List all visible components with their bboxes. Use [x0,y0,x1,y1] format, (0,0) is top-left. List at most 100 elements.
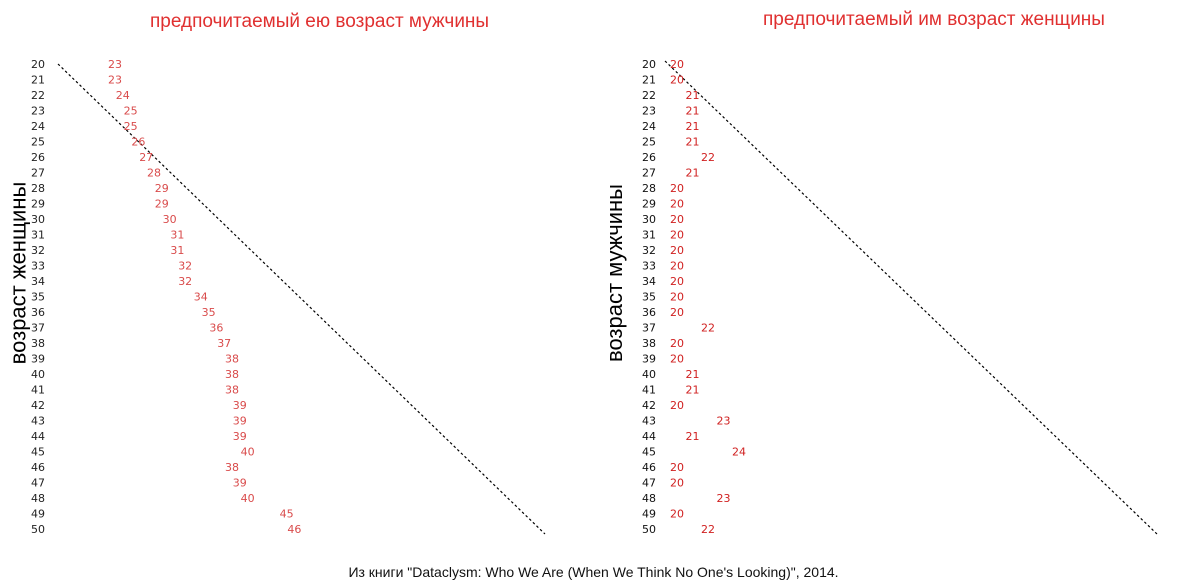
data-point-label: 21 [686,105,700,118]
data-point-label: 30 [163,213,177,226]
data-point-label: 21 [686,167,700,180]
data-point-label: 20 [670,58,684,71]
data-point-label: 23 [108,58,122,71]
data-point-label: 39 [233,430,247,443]
data-point-label: 38 [225,384,239,397]
data-point-label: 21 [686,89,700,102]
data-point-label: 22 [701,322,715,335]
y-tick-label: 34 [31,275,45,288]
data-point-label: 20 [670,399,684,412]
data-point-label: 25 [124,120,138,133]
y-tick-label: 32 [642,244,656,257]
y-tick-label: 47 [642,477,656,490]
y-tick-label: 26 [31,151,45,164]
y-tick-label: 25 [642,136,656,149]
y-tick-label: 41 [642,384,656,397]
y-tick-label: 37 [642,322,656,335]
data-point-label: 20 [670,508,684,521]
y-tick-label: 28 [642,182,656,195]
y-tick-label: 44 [31,430,45,443]
y-tick-label: 42 [31,399,45,412]
data-point-label: 24 [116,89,130,102]
data-point-label: 28 [147,167,161,180]
data-point-label: 20 [670,337,684,350]
y-tick-label: 29 [642,198,656,211]
data-point-label: 21 [686,120,700,133]
data-point-label: 20 [670,306,684,319]
y-tick-label: 39 [642,353,656,366]
y-tick-label: 27 [642,167,656,180]
chart-panel-right: предпочитаемый им возраст женщины возрас… [593,0,1187,560]
y-tick-label: 22 [31,89,45,102]
data-point-label: 31 [170,244,184,257]
y-tick-label: 35 [31,291,45,304]
data-point-label: 45 [280,508,294,521]
data-point-label: 23 [108,74,122,87]
y-tick-label: 38 [642,337,656,350]
y-tick-label: 21 [642,74,656,87]
data-point-label: 38 [225,368,239,381]
y-tick-label: 33 [642,260,656,273]
data-point-label: 39 [233,477,247,490]
y-tick-label: 43 [31,415,45,428]
plot-left: 20 23 21 23 22 24 23 25 24 25 25 26 26 27 27 28 28 29 29 29… [31,58,546,536]
y-tick-label: 20 [31,58,45,71]
data-point-label: 27 [139,151,153,164]
y-tick-label: 45 [31,446,45,459]
data-point-label: 31 [170,229,184,242]
data-point-label: 39 [233,415,247,428]
y-tick-label: 36 [642,306,656,319]
y-tick-label: 41 [31,384,45,397]
data-point-label: 24 [732,446,746,459]
y-tick-label: 27 [31,167,45,180]
y-tick-label: 24 [31,120,45,133]
source-caption: Из книги "Dataclysm: Who We Are (When We… [348,564,839,580]
y-tick-label: 21 [31,74,45,87]
y-tick-label: 48 [642,492,656,505]
data-point-label: 20 [670,213,684,226]
data-point-label: 39 [233,399,247,412]
data-point-label: 37 [217,337,231,350]
data-point-label: 29 [155,198,169,211]
data-point-label: 29 [155,182,169,195]
y-tick-label: 50 [642,523,656,536]
data-point-label: 35 [202,306,216,319]
y-tick-label: 46 [642,461,656,474]
data-point-label: 23 [717,415,731,428]
data-point-label: 20 [670,74,684,87]
data-point-label: 38 [225,461,239,474]
data-point-label: 36 [209,322,223,335]
data-point-label: 22 [701,151,715,164]
y-tick-label: 30 [642,213,656,226]
y-tick-label: 31 [31,229,45,242]
y-tick-label: 38 [31,337,45,350]
data-point-label: 20 [670,244,684,257]
y-tick-label: 49 [31,508,45,521]
y-tick-label: 42 [642,399,656,412]
y-tick-label: 31 [642,229,656,242]
y-tick-label: 43 [642,415,656,428]
data-point-label: 21 [686,368,700,381]
data-point-label: 34 [194,291,208,304]
y-tick-label: 28 [31,182,45,195]
y-tick-label: 40 [31,368,45,381]
data-point-label: 20 [670,260,684,273]
y-tick-label: 40 [642,368,656,381]
data-point-label: 20 [670,461,684,474]
data-point-label: 20 [670,275,684,288]
data-point-label: 21 [686,136,700,149]
data-point-label: 40 [241,492,255,505]
y-tick-label: 25 [31,136,45,149]
y-tick-label: 47 [31,477,45,490]
y-tick-label: 49 [642,508,656,521]
y-tick-label: 23 [642,105,656,118]
y-tick-label: 20 [642,58,656,71]
y-tick-label: 32 [31,244,45,257]
y-tick-label: 37 [31,322,45,335]
chart-panel-left: предпочитаемый ею возраст мужчины возрас… [0,0,593,560]
data-point-label: 38 [225,353,239,366]
y-tick-label: 24 [642,120,656,133]
y-tick-label: 36 [31,306,45,319]
data-point-label: 22 [701,523,715,536]
y-tick-label: 35 [642,291,656,304]
